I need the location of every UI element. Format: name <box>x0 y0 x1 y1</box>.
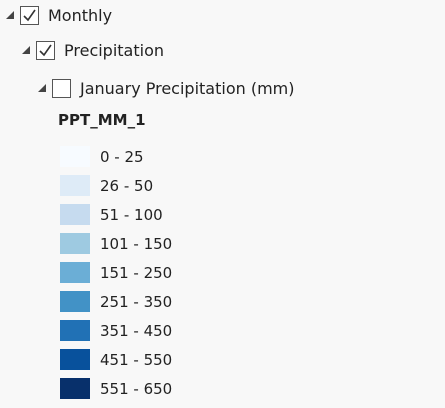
visibility-checkbox-precipitation[interactable] <box>36 40 55 60</box>
visibility-checkbox-layer[interactable] <box>52 78 71 98</box>
legend-list: 0 - 25 26 - 50 51 - 100 101 - 150 151 - 250 2… <box>60 142 172 403</box>
legend-item[interactable]: 151 - 250 <box>60 258 172 287</box>
collapse-arrow-icon[interactable] <box>6 11 14 19</box>
checkmark-icon <box>39 44 52 56</box>
tree-node-january-precipitation: January Precipitation (mm) <box>38 74 295 102</box>
legend-item[interactable]: 351 - 450 <box>60 316 172 345</box>
legend-range-label: 51 - 100 <box>100 205 163 224</box>
legend-swatch[interactable] <box>60 262 90 283</box>
legend-swatch[interactable] <box>60 349 90 370</box>
collapse-arrow-icon[interactable] <box>38 84 46 92</box>
group-label-monthly[interactable]: Monthly <box>48 5 113 25</box>
legend-range-label: 0 - 25 <box>100 147 144 166</box>
legend-swatch[interactable] <box>60 291 90 312</box>
tree-node-precipitation: Precipitation <box>22 36 164 64</box>
legend-range-label: 26 - 50 <box>100 176 154 195</box>
legend-range-label: 151 - 250 <box>100 263 173 282</box>
legend-swatch[interactable] <box>60 146 90 167</box>
legend-item[interactable]: 551 - 650 <box>60 374 172 403</box>
legend-item[interactable]: 251 - 350 <box>60 287 172 316</box>
legend-swatch[interactable] <box>60 204 90 225</box>
collapse-arrow-icon[interactable] <box>22 46 30 54</box>
legend-range-label: 101 - 150 <box>100 234 173 253</box>
group-label-precipitation[interactable]: Precipitation <box>64 40 165 60</box>
legend-item[interactable]: 51 - 100 <box>60 200 172 229</box>
legend-range-label: 351 - 450 <box>100 321 173 340</box>
checkmark-icon <box>23 9 36 21</box>
legend-range-label: 551 - 650 <box>100 379 173 398</box>
legend-item[interactable]: 451 - 550 <box>60 345 172 374</box>
legend-swatch[interactable] <box>60 378 90 399</box>
layer-label[interactable]: January Precipitation (mm) <box>80 78 295 98</box>
legend-range-label: 451 - 550 <box>100 350 173 369</box>
legend-field-name: PPT_MM_1 <box>58 111 146 129</box>
legend-swatch[interactable] <box>60 175 90 196</box>
legend-item[interactable]: 26 - 50 <box>60 171 172 200</box>
legend-swatch[interactable] <box>60 233 90 254</box>
tree-node-monthly: Monthly <box>6 1 112 29</box>
legend-item[interactable]: 101 - 150 <box>60 229 172 258</box>
legend-swatch[interactable] <box>60 320 90 341</box>
legend-item[interactable]: 0 - 25 <box>60 142 172 171</box>
legend-range-label: 251 - 350 <box>100 292 173 311</box>
visibility-checkbox-monthly[interactable] <box>20 5 39 25</box>
